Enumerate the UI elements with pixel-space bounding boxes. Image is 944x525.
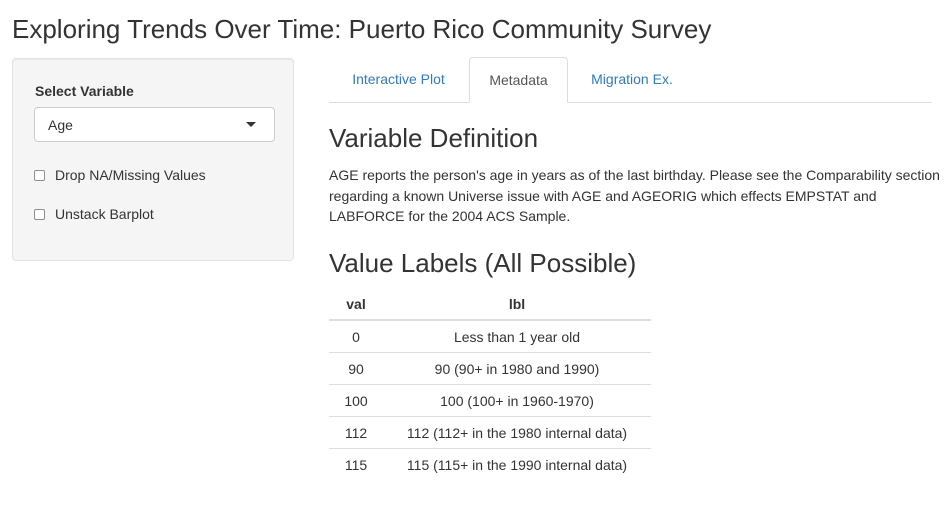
- value-labels-table: val lbl 0 Less than 1 year old 90 90 (90…: [329, 289, 651, 480]
- cell-val: 0: [352, 328, 360, 345]
- page-title: Exploring Trends Over Time: Puerto Rico …: [12, 14, 712, 44]
- chevron-down-icon[interactable]: [246, 122, 256, 127]
- table-row: 115 115 (115+ in the 1990 internal data): [329, 448, 651, 480]
- table-row: 0 Less than 1 year old: [329, 320, 651, 353]
- cell-lbl: 115 (115+ in the 1990 internal data): [383, 448, 651, 480]
- cell-val: 90: [329, 352, 383, 385]
- sidebar-panel: Select Variable Age Drop NA/Missing Valu…: [12, 58, 294, 261]
- tab-interactive-plot[interactable]: Interactive Plot: [352, 71, 445, 87]
- drop-na-label[interactable]: Drop NA/Missing Values: [55, 167, 206, 183]
- tab-bar: Interactive Plot Metadata Migration Ex.: [329, 57, 932, 103]
- drop-na-checkbox[interactable]: [34, 169, 45, 181]
- variable-definition-heading: Variable Definition: [329, 123, 539, 153]
- cell-lbl: 90 (90+ in 1980 and 1990): [383, 352, 651, 385]
- column-header-lbl: lbl: [383, 289, 651, 321]
- cell-val: 115: [329, 448, 383, 480]
- value-labels-heading: Value Labels (All Possible): [329, 248, 637, 278]
- select-variable-label: Select Variable: [35, 83, 134, 99]
- column-header-val: val: [329, 289, 383, 321]
- cell-val: 112: [329, 416, 383, 449]
- tab-migration-ex[interactable]: Migration Ex.: [591, 71, 673, 87]
- unstack-barplot-option[interactable]: Unstack Barplot: [34, 204, 154, 224]
- table-header-row: val lbl: [329, 289, 651, 321]
- cell-val: 100: [329, 384, 383, 417]
- unstack-barplot-label[interactable]: Unstack Barplot: [55, 206, 154, 222]
- cell-lbl: 112 (112+ in the 1980 internal data): [383, 416, 651, 449]
- table-row: 90 90 (90+ in 1980 and 1990): [329, 352, 651, 385]
- variable-select-value: Age: [48, 117, 73, 133]
- variable-definition-text: AGE reports the person's age in years as…: [329, 167, 940, 224]
- table-row: 100 100 (100+ in 1960-1970): [329, 384, 651, 417]
- cell-lbl: 100 (100+ in 1960-1970): [383, 384, 651, 417]
- table-row: 112 112 (112+ in the 1980 internal data): [329, 416, 651, 449]
- cell-lbl: Less than 1 year old: [453, 328, 581, 345]
- tab-metadata[interactable]: Metadata: [469, 57, 568, 103]
- variable-select[interactable]: Age: [34, 107, 275, 142]
- unstack-barplot-checkbox[interactable]: [34, 208, 45, 220]
- drop-na-option[interactable]: Drop NA/Missing Values: [34, 165, 206, 185]
